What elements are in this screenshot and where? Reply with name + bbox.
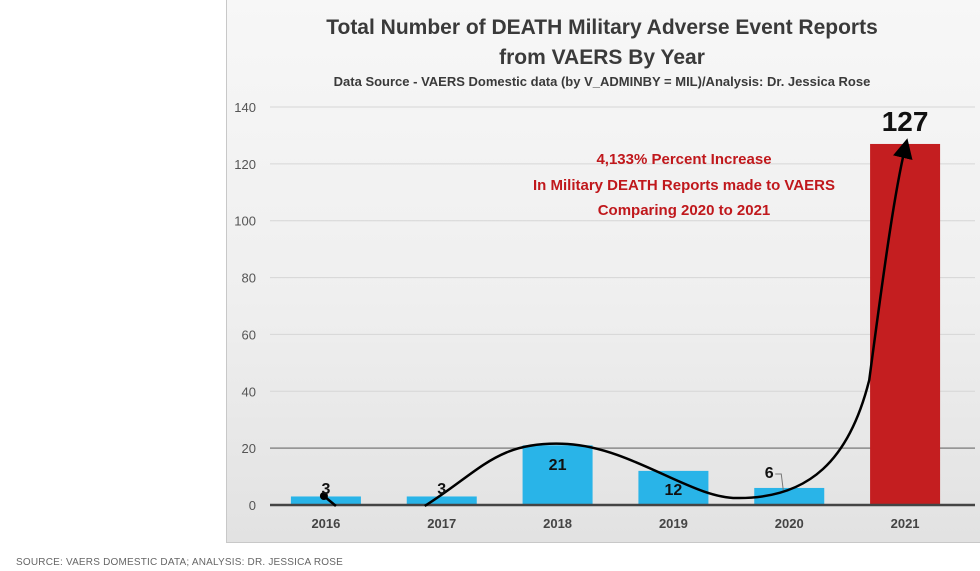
gridlines: [270, 106, 975, 449]
data-label-2018: 21: [549, 457, 567, 474]
bar-2018: [522, 445, 593, 505]
y-tick-label: 100: [234, 214, 256, 229]
bars: [290, 143, 941, 505]
data-label-2020: 6: [765, 465, 774, 482]
x-tick-label: 2021: [891, 516, 920, 531]
annotation-line-1: 4,133% Percent Increase: [596, 151, 771, 168]
y-tick-label: 40: [242, 384, 256, 399]
data-label-2019: 12: [665, 482, 683, 499]
x-tick-label: 2017: [427, 516, 456, 531]
y-tick-label: 140: [234, 100, 256, 115]
y-axis-ticks: 0 20 40 60 80 100 120 140: [234, 100, 256, 513]
chart-panel: [226, 0, 980, 543]
data-label-2017: 3: [437, 481, 446, 498]
data-labels: 3 3 21 12 6 127: [321, 106, 928, 499]
bar-2021: [870, 143, 941, 505]
data-label-2016: 3: [321, 481, 330, 498]
x-tick-label: 2016: [311, 516, 340, 531]
y-tick-label: 20: [242, 441, 256, 456]
chart-title-line2: from VAERS By Year: [499, 46, 705, 69]
y-tick-label: 120: [234, 157, 256, 172]
bar-2016: [290, 496, 361, 505]
y-tick-label: 60: [242, 327, 256, 342]
chart-subtitle: Data Source - VAERS Domestic data (by V_…: [334, 74, 871, 89]
bar-2017: [406, 496, 477, 505]
label-leader-line: [775, 473, 784, 491]
chart-title: Total Number of DEATH Military Adverse E…: [326, 16, 878, 39]
y-tick-label: 0: [249, 498, 256, 513]
x-tick-label: 2018: [543, 516, 572, 531]
data-label-2021: 127: [882, 106, 929, 137]
annotation-line-2: In Military DEATH Reports made to VAERS: [533, 177, 835, 194]
trend-curve: [319, 138, 913, 508]
x-axis-ticks: 2016 2017 2018 2019 2020 2021: [311, 516, 919, 531]
annotation-line-3: Comparing 2020 to 2021: [598, 202, 771, 219]
x-tick-label: 2019: [659, 516, 688, 531]
bar-2020: [754, 487, 825, 505]
trend-curve-path: [424, 138, 913, 508]
source-footer: SOURCE: VAERS DOMESTIC DATA; ANALYSIS: D…: [16, 557, 343, 568]
y-tick-label: 80: [242, 271, 256, 286]
curve-start-stroke: [323, 495, 337, 507]
x-tick-label: 2020: [775, 516, 804, 531]
